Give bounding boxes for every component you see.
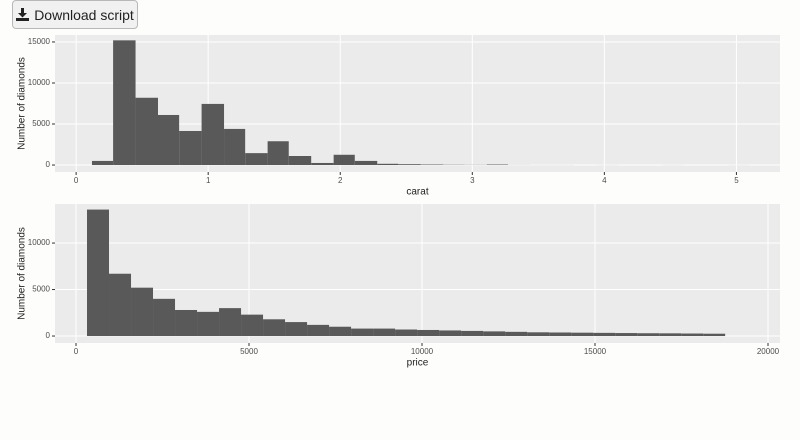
bar	[267, 141, 289, 166]
histogram-chart: 0 5000 10000 0 5000 10000 15000 20000 price Numbe…	[17, 204, 780, 369]
bar	[549, 332, 572, 337]
bar	[263, 319, 286, 337]
bar	[439, 330, 462, 337]
bar	[571, 332, 594, 337]
x-tick-label: 20000	[757, 347, 780, 356]
bar	[333, 154, 355, 166]
bar	[307, 324, 330, 337]
x-tick-label: 1	[206, 176, 211, 185]
bar	[219, 308, 242, 337]
bar	[637, 333, 660, 337]
bar	[395, 329, 418, 337]
bar	[681, 333, 704, 337]
bar	[311, 162, 334, 166]
y-tick-label: 5000	[32, 119, 50, 128]
histogram-chart: 0 5000 10000 15000 0 1 2 3 4 5 carat Number of diam…	[17, 35, 780, 198]
bar	[135, 97, 159, 166]
y-tick-label: 5000	[32, 285, 50, 294]
bar	[398, 164, 421, 166]
y-tick-label: 10000	[28, 238, 51, 247]
bar	[373, 328, 396, 337]
bar	[703, 333, 726, 337]
bar	[91, 160, 114, 166]
y-tick-label: 0	[46, 160, 51, 169]
bar	[659, 333, 682, 337]
x-tick-label: 10000	[411, 347, 434, 356]
x-axis-label: price	[407, 358, 429, 369]
bar	[483, 331, 506, 337]
y-axis-label: Number of diamonds	[17, 227, 28, 320]
bar	[87, 209, 110, 337]
bar	[593, 332, 616, 337]
bar	[224, 128, 246, 166]
y-tick-label: 15000	[28, 37, 51, 46]
y-tick-label: 0	[46, 331, 51, 340]
bar	[113, 40, 136, 166]
y-tick-label: 10000	[28, 78, 51, 87]
bar	[201, 103, 225, 166]
bar	[354, 160, 378, 166]
bar	[245, 153, 268, 166]
x-tick-label: 5	[734, 176, 739, 185]
x-tick-label: 3	[470, 176, 475, 185]
x-tick-label: 15000	[584, 347, 607, 356]
bar	[197, 311, 220, 337]
x-axis-label: carat	[406, 187, 428, 198]
bar	[179, 130, 202, 166]
bar	[461, 330, 484, 337]
bar	[615, 333, 638, 337]
bar	[288, 156, 312, 166]
bar	[417, 329, 440, 337]
bar	[158, 114, 180, 166]
bar	[131, 287, 154, 337]
bar	[527, 332, 550, 337]
x-tick-label: 2	[338, 176, 343, 185]
bar	[153, 298, 176, 337]
bar	[351, 328, 374, 337]
bar	[377, 163, 399, 166]
button-label: Download script	[34, 6, 134, 23]
y-axis-label: Number of diamonds	[17, 57, 28, 150]
x-tick-label: 0	[74, 347, 79, 356]
bar	[109, 273, 132, 337]
download-button[interactable]: Download script	[12, 0, 138, 29]
x-tick-label: 5000	[240, 347, 258, 356]
bar	[241, 314, 264, 337]
bar	[505, 331, 528, 337]
bar	[285, 322, 308, 337]
bar	[329, 326, 352, 337]
x-tick-label: 0	[74, 176, 79, 185]
download-icon	[16, 8, 30, 21]
x-tick-label: 4	[602, 176, 607, 185]
bar	[175, 309, 198, 337]
